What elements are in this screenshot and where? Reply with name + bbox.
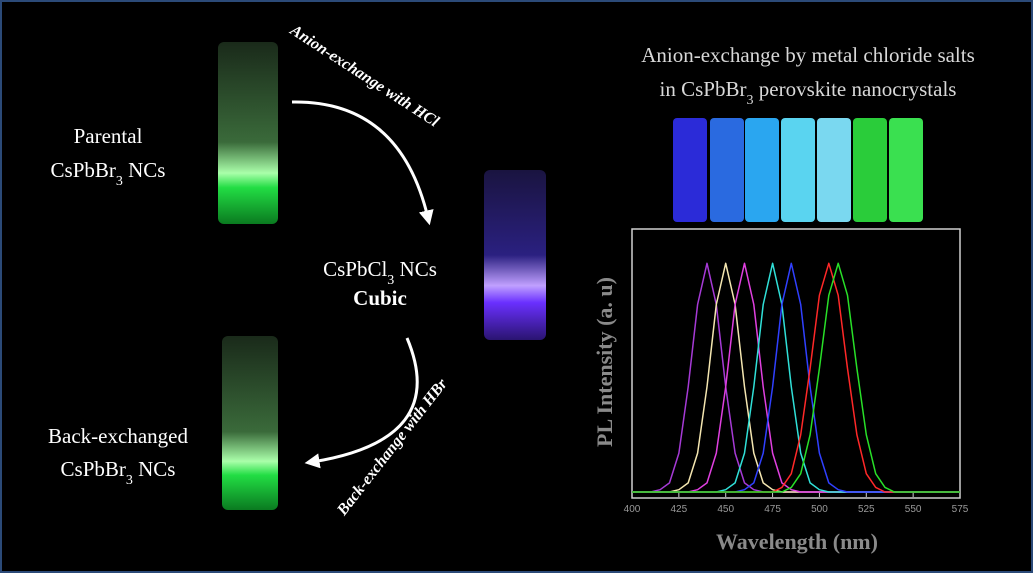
text-part: CsPbCl (323, 257, 387, 281)
vial-row (673, 118, 923, 222)
chart-subtitle: in CsPbBr3 perovskite nanocrystals (660, 77, 957, 108)
x-tick-label: 400 (624, 504, 641, 515)
label: Back-exchanged (48, 424, 188, 448)
x-axis-label: Wavelength (nm) (716, 529, 878, 554)
vial (484, 170, 546, 340)
chart-title: Anion-exchange by metal chloride salts (641, 43, 975, 67)
plot-frame (631, 228, 961, 499)
label: CsPbBr3 NCs (51, 158, 166, 189)
x-tick-label: 450 (717, 504, 734, 515)
text-part: perovskite nanocrystals (754, 77, 957, 101)
text-part: 3 (126, 473, 133, 488)
x-tick-label: 425 (671, 504, 688, 515)
arrow (291, 100, 434, 226)
text-part: in CsPbBr (660, 77, 747, 101)
x-tick-label: 525 (858, 504, 875, 515)
x-tick-label: 475 (764, 504, 781, 515)
x-tick-label: 500 (811, 504, 828, 515)
label: CsPbCl3 NCs (323, 257, 437, 288)
vial (218, 42, 278, 224)
text-part: NCs (123, 158, 166, 182)
text-part: 3 (116, 174, 123, 189)
text-part: 3 (747, 93, 754, 108)
y-axis-label: PL Intensity (a. u) (592, 277, 617, 447)
label: Cubic (353, 286, 407, 310)
text-part: CsPbBr (61, 457, 126, 481)
text-part: NCs (133, 457, 176, 481)
label: Parental (74, 124, 143, 148)
arrow (304, 337, 419, 469)
text-part: NCs (394, 257, 437, 281)
x-tick-label: 550 (905, 504, 922, 515)
text-part: 3 (387, 273, 394, 288)
text-part: CsPbBr (51, 158, 116, 182)
x-tick-label: 575 (952, 504, 969, 515)
spectrum-line (632, 262, 960, 493)
vial (222, 336, 278, 510)
label: CsPbBr3 NCs (61, 457, 176, 488)
